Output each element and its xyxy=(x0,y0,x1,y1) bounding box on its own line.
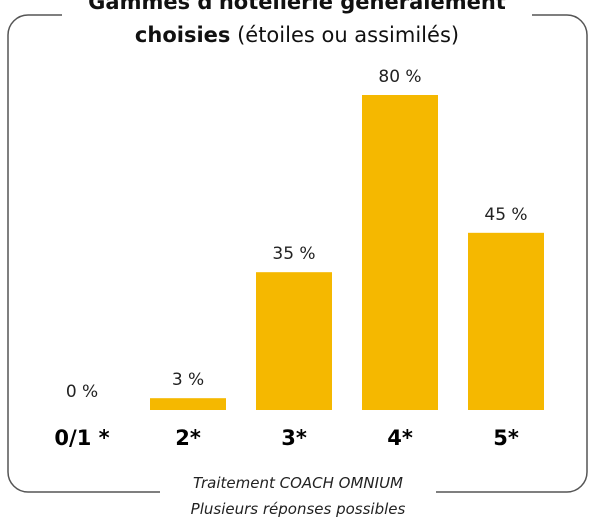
value-label: 45 % xyxy=(484,205,527,225)
x-tick-label: 2* xyxy=(175,426,201,450)
value-label: 3 % xyxy=(172,370,204,390)
x-tick-label: 4* xyxy=(387,426,413,450)
value-label: 0 % xyxy=(66,382,98,402)
bar xyxy=(150,398,226,410)
notes: Traitement COACH OMNIUM Plusieurs répons… xyxy=(160,470,436,522)
x-tick-label: 5* xyxy=(493,426,519,450)
title-box: Gammes d'hôtellerie généralement choisie… xyxy=(62,0,532,56)
x-tick-label: 3* xyxy=(281,426,307,450)
value-label: 35 % xyxy=(272,244,315,264)
bar xyxy=(468,232,544,410)
x-tick-label: 0/1 * xyxy=(54,426,109,450)
bar xyxy=(256,272,332,410)
chart-title: Gammes d'hôtellerie généralement choisie… xyxy=(88,0,506,47)
note: Traitement COACH OMNIUM xyxy=(192,474,403,492)
value-label: 80 % xyxy=(378,67,421,87)
bar xyxy=(362,95,438,410)
note: Plusieurs réponses possibles xyxy=(190,500,406,518)
chart-subtitle: (étoiles ou assimilés) xyxy=(237,23,460,47)
